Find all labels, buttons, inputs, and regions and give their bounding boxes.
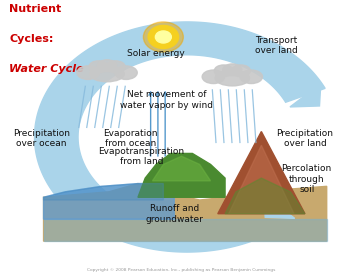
Polygon shape bbox=[218, 132, 305, 214]
Ellipse shape bbox=[214, 65, 233, 77]
Polygon shape bbox=[225, 178, 305, 214]
Ellipse shape bbox=[215, 70, 250, 86]
Polygon shape bbox=[229, 145, 294, 214]
Text: Percolation
through
soil: Percolation through soil bbox=[282, 164, 332, 194]
Text: Precipitation
over ocean: Precipitation over ocean bbox=[13, 129, 70, 148]
Ellipse shape bbox=[115, 66, 137, 79]
Circle shape bbox=[148, 25, 179, 48]
Ellipse shape bbox=[232, 65, 250, 77]
Text: Evaporation
from ocean: Evaporation from ocean bbox=[103, 129, 158, 148]
Polygon shape bbox=[290, 84, 321, 107]
Ellipse shape bbox=[202, 70, 225, 84]
Polygon shape bbox=[152, 156, 211, 181]
Polygon shape bbox=[44, 184, 327, 241]
Polygon shape bbox=[138, 153, 225, 197]
Text: Transport
over land: Transport over land bbox=[254, 36, 297, 55]
Ellipse shape bbox=[240, 70, 262, 84]
Ellipse shape bbox=[223, 64, 242, 76]
Ellipse shape bbox=[106, 61, 125, 73]
Text: Precipitation
over land: Precipitation over land bbox=[276, 129, 334, 148]
Text: Net movement of
water vapor by wind: Net movement of water vapor by wind bbox=[121, 90, 213, 110]
Text: Solar energy: Solar energy bbox=[127, 49, 185, 58]
Ellipse shape bbox=[89, 61, 108, 73]
Text: Runoff and
groundwater: Runoff and groundwater bbox=[145, 204, 203, 224]
Polygon shape bbox=[44, 219, 327, 241]
Polygon shape bbox=[264, 195, 295, 218]
Ellipse shape bbox=[77, 66, 99, 79]
Text: Nutrient: Nutrient bbox=[9, 4, 61, 14]
Text: Water Cycle: Water Cycle bbox=[9, 64, 84, 74]
Text: Copyright © 2008 Pearson Education, Inc., publishing as Pearson Benjamin Cumming: Copyright © 2008 Pearson Education, Inc.… bbox=[87, 268, 276, 272]
Circle shape bbox=[155, 31, 171, 43]
Ellipse shape bbox=[90, 66, 124, 82]
Polygon shape bbox=[34, 22, 325, 252]
Polygon shape bbox=[44, 184, 174, 219]
Ellipse shape bbox=[98, 60, 117, 72]
Polygon shape bbox=[44, 184, 163, 200]
Text: Cycles:: Cycles: bbox=[9, 34, 53, 44]
Circle shape bbox=[143, 22, 183, 52]
Text: Evapotranspiration
from land: Evapotranspiration from land bbox=[98, 147, 185, 166]
